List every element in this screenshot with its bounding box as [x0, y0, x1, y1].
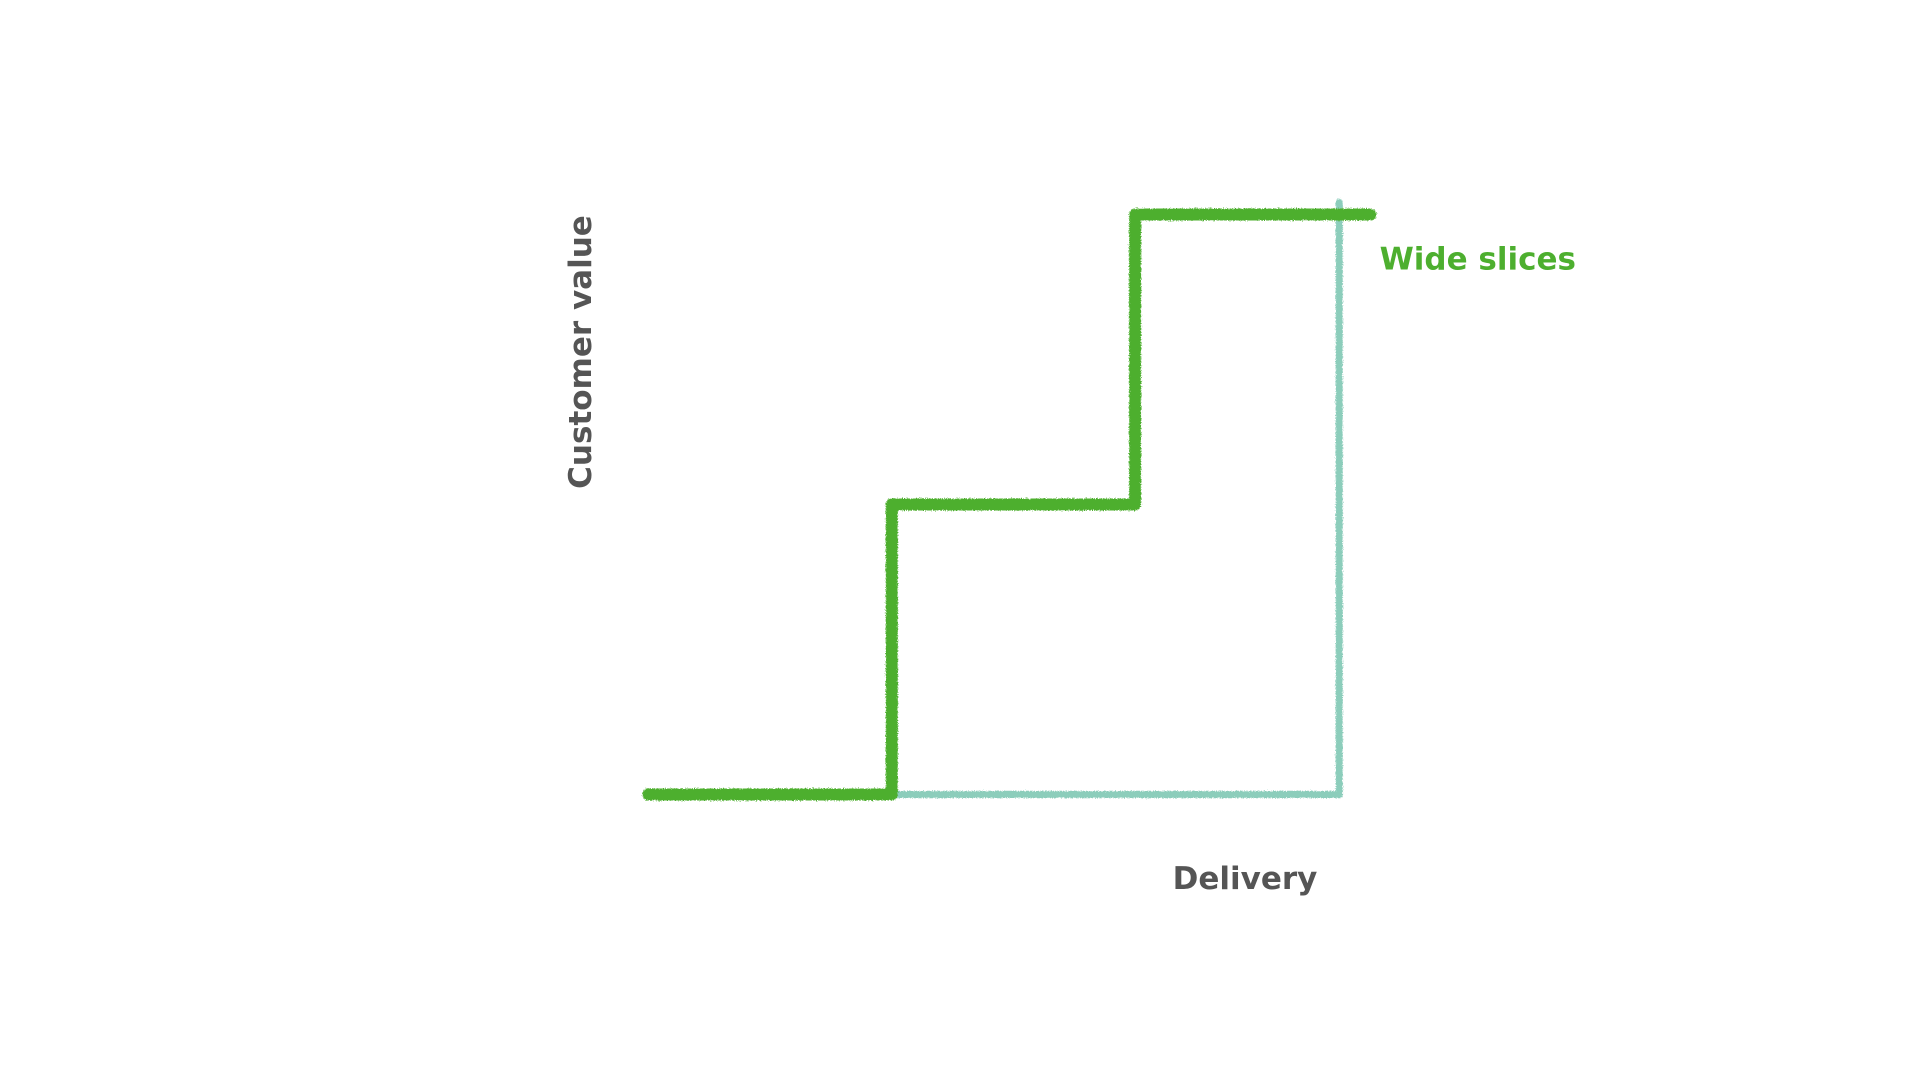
series-line-1 — [888, 198, 1343, 798]
chart-axes — [566, 193, 1405, 875]
x-axis-label: Delivery — [1173, 861, 1318, 897]
series-layer — [642, 198, 1377, 801]
y-axis-label: Customer value — [563, 215, 599, 489]
series-labels: Wide slices — [1380, 242, 1576, 278]
series-line-0 — [642, 208, 1377, 801]
series-label-0: Wide slices — [1380, 242, 1576, 278]
